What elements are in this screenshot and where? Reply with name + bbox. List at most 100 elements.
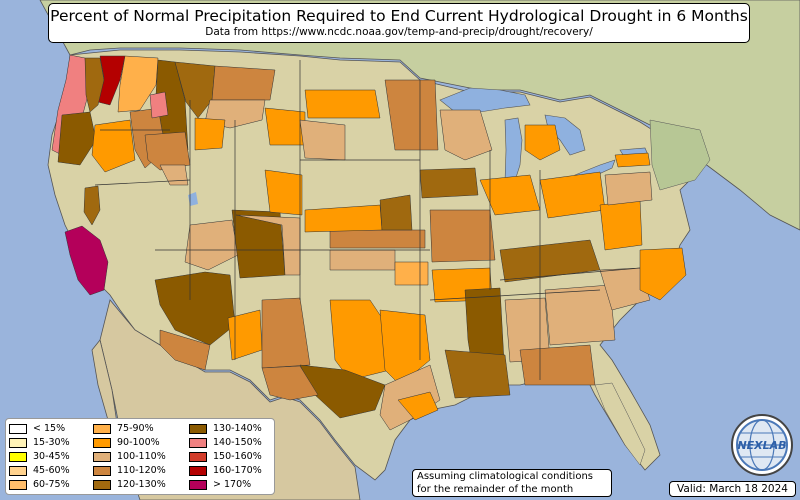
region-ny-small [614,152,651,168]
legend-item: 75-90% [93,422,189,436]
legend-item: 160-170% [189,464,273,478]
legend-label: 120-130% [117,479,166,490]
legend-swatch [9,480,27,490]
legend-label: 130-140% [213,423,262,434]
legend-item: 15-30% [9,436,93,450]
region-mo [429,209,496,263]
region-az-north [154,271,236,346]
legend-label: 140-150% [213,437,262,448]
legend-swatch [9,438,27,448]
region-co-west [235,214,301,276]
legend-label: 100-110% [117,451,166,462]
legend-swatch [9,452,27,462]
region-la [444,349,511,399]
legend-swatch [189,466,207,476]
region-ks-north [304,204,383,233]
region-nv-east [159,164,189,186]
logo-text: NEXLAB [737,439,786,452]
note-line-2: for the remainder of the month [417,483,574,495]
legend-item: 120-130% [93,478,189,492]
region-fl [594,382,646,466]
region-wa-east [117,55,159,113]
legend-swatch [189,480,207,490]
legend-label: 160-170% [213,465,262,476]
region-or-west [57,111,97,166]
region-oh [539,171,606,219]
region-nc-coast [639,247,687,301]
region-ia [419,167,479,199]
legend: < 15% 15-30% 30-45% 45-60% 60-75% 75-90%… [5,418,275,495]
region-ok-north [329,249,396,271]
legend-swatch [93,480,111,490]
region-mn-central [384,79,439,151]
note-line-1: Assuming climatological conditions [417,471,593,482]
region-or-central [91,119,136,173]
legend-swatch [189,452,207,462]
region-ca-sierra [64,225,109,296]
state-borders [94,60,641,380]
legend-item: 60-75% [9,478,93,492]
legend-swatch [189,424,207,434]
region-mt-west [174,61,216,119]
valid-date: Valid: March 18 2024 [669,481,796,497]
region-ut-south [184,219,239,271]
legend-swatch [9,466,27,476]
legend-item: 45-60% [9,464,93,478]
legend-item: < 15% [9,422,93,436]
region-id-west [149,91,169,119]
legend-label: < 15% [33,423,66,434]
legend-swatch [9,424,27,434]
region-northeast [649,119,711,191]
legend-item: 130-140% [189,422,273,436]
region-ok-east [394,261,429,286]
region-co-east [264,169,303,216]
map-subtitle: Data from https://www.ncdc.noaa.gov/temp… [205,26,593,38]
legend-swatch [189,438,207,448]
legend-label: 15-30% [33,437,70,448]
region-ga-south [519,344,596,386]
great-salt-lake [188,192,198,206]
region-az-south [159,329,211,371]
region-tx-gulf [397,391,439,421]
region-ks-band [329,229,426,249]
legend-item: > 170% [189,478,273,492]
region-ca-north [83,185,101,226]
region-mn-north [304,89,381,119]
legend-label: 110-120% [117,465,166,476]
region-mi-lower [524,124,561,161]
region-mt-north [211,65,276,101]
globe-logo-icon: NEXLAB [731,414,793,476]
legend-label: 90-100% [117,437,160,448]
map-title: Percent of Normal Precipitation Required… [50,7,748,25]
title-box: Percent of Normal Precipitation Required… [48,3,750,43]
legend-item: 110-120% [93,464,189,478]
legend-item: 90-100% [93,436,189,450]
region-nm-south [261,297,311,369]
region-pa [604,171,653,206]
region-sc [599,267,651,311]
legend-swatch [93,424,111,434]
legend-label: 45-60% [33,465,70,476]
region-mt-south [264,107,306,146]
region-wi [439,109,493,161]
region-ga-north [544,284,616,346]
legend-label: 60-75% [33,479,70,490]
legend-swatch [93,452,111,462]
assumption-note: Assuming climatological conditions for t… [412,469,612,497]
region-ne-west [299,119,346,161]
legend-label: > 170% [213,479,252,490]
legend-label: 30-45% [33,451,70,462]
legend-item: 30-45% [9,450,93,464]
region-wa-central [84,57,105,113]
legend-item: 140-150% [189,436,273,450]
region-va [599,199,643,251]
legend-label: 75-90% [117,423,154,434]
legend-item: 100-110% [93,450,189,464]
legend-item: 150-160% [189,450,273,464]
legend-swatch [93,466,111,476]
canada-land [39,0,800,231]
region-tx-west [261,365,319,401]
region-ne-east [379,194,413,231]
